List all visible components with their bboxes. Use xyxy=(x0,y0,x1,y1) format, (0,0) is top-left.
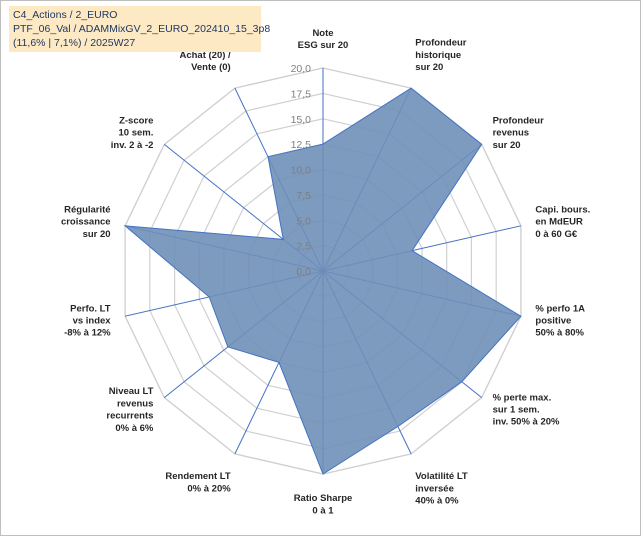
axis-label-11: Perfo. LT vs index-8% à 12% xyxy=(64,303,111,338)
tick-label-0: 0,0 xyxy=(296,266,311,278)
axis-label-line: Niveau LT xyxy=(109,386,154,397)
info-line-2: PTF_06_Val / ADAMMixGV_2_EURO_202410_15_… xyxy=(13,23,271,35)
axis-label-line: sur 20 xyxy=(415,62,443,73)
axis-label-line: Rendement LT xyxy=(165,471,230,482)
axis-label-line: inv. 50% à 20% xyxy=(493,417,560,428)
data-area xyxy=(123,87,522,475)
axis-label-line: revenus xyxy=(493,128,529,139)
axis-label-line: vs index xyxy=(73,316,112,327)
axis-label-line: 0 à 1 xyxy=(312,505,334,516)
tick-label-3: 7,5 xyxy=(296,190,311,202)
axis-label-line: 50% à 80% xyxy=(535,328,584,339)
axis-label-line: positive xyxy=(535,316,571,327)
axis-label-line: Capi. bours. xyxy=(535,205,590,216)
axis-label-line: -8% à 12% xyxy=(64,328,111,339)
axis-label-line: Profondeur xyxy=(415,38,466,49)
tick-label-2: 5,0 xyxy=(296,215,311,227)
axis-label-line: 0% à 20% xyxy=(187,483,231,494)
axis-label-9: Rendement LT0% à 20% xyxy=(165,471,231,494)
tick-label-7: 17,5 xyxy=(291,88,312,100)
axis-label-line: Volatilité LT xyxy=(415,471,468,482)
axis-label-line: Ratio Sharpe xyxy=(294,493,353,504)
axis-label-line: sur 20 xyxy=(493,140,521,151)
axis-label-line: Perfo. LT xyxy=(70,303,111,314)
tick-label-6: 15,0 xyxy=(291,114,312,126)
axis-label-line: revenus xyxy=(117,398,153,409)
axis-label-line: Régularité xyxy=(64,205,110,216)
axis-label-line: % perfo 1A xyxy=(535,303,585,314)
tick-label-1: 2,5 xyxy=(296,241,311,253)
axis-label-line: recurrents xyxy=(106,411,153,422)
axis-label-line: Achat (20) / xyxy=(179,50,231,61)
info-line-1: C4_Actions / 2_EURO xyxy=(13,9,118,21)
axis-label-line: Vente (0) xyxy=(191,62,231,73)
axis-label-line: inversée xyxy=(415,483,454,494)
axis-label-line: ESG sur 20 xyxy=(298,40,349,51)
axis-label-line: 40% à 0% xyxy=(415,496,459,507)
axis-label-line: 0 à 60 G€ xyxy=(535,229,577,240)
axis-label-line: sur 1 sem. xyxy=(493,405,540,416)
axis-label-6: % perte max. sur 1 sem.inv. 50% à 20% xyxy=(493,392,560,427)
axis-label-line: Z-score xyxy=(119,116,153,127)
axis-label-line: Profondeur xyxy=(493,116,544,127)
axis-label-line: sur 20 xyxy=(83,229,111,240)
tick-label-4: 10,0 xyxy=(291,165,312,177)
info-line-3: (11,6% | 7,1%) / 2025W27 xyxy=(13,37,136,49)
axis-label-line: en MdEUR xyxy=(535,217,583,228)
tick-label-8: 20,0 xyxy=(291,63,312,75)
axis-label-line: 10 sem. xyxy=(119,128,154,139)
axis-label-line: historique xyxy=(415,50,461,61)
axis-label-line: % perte max. xyxy=(493,392,552,403)
info-box: C4_Actions / 2_EURO PTF_06_Val / ADAMMix… xyxy=(9,6,271,52)
axis-label-line: Note xyxy=(312,28,333,39)
tick-label-5: 12,5 xyxy=(291,139,312,151)
axis-label-line: 0% à 6% xyxy=(115,423,154,434)
axis-label-line: inv. 2 à -2 xyxy=(111,140,154,151)
axis-label-line: croissance xyxy=(61,217,111,228)
